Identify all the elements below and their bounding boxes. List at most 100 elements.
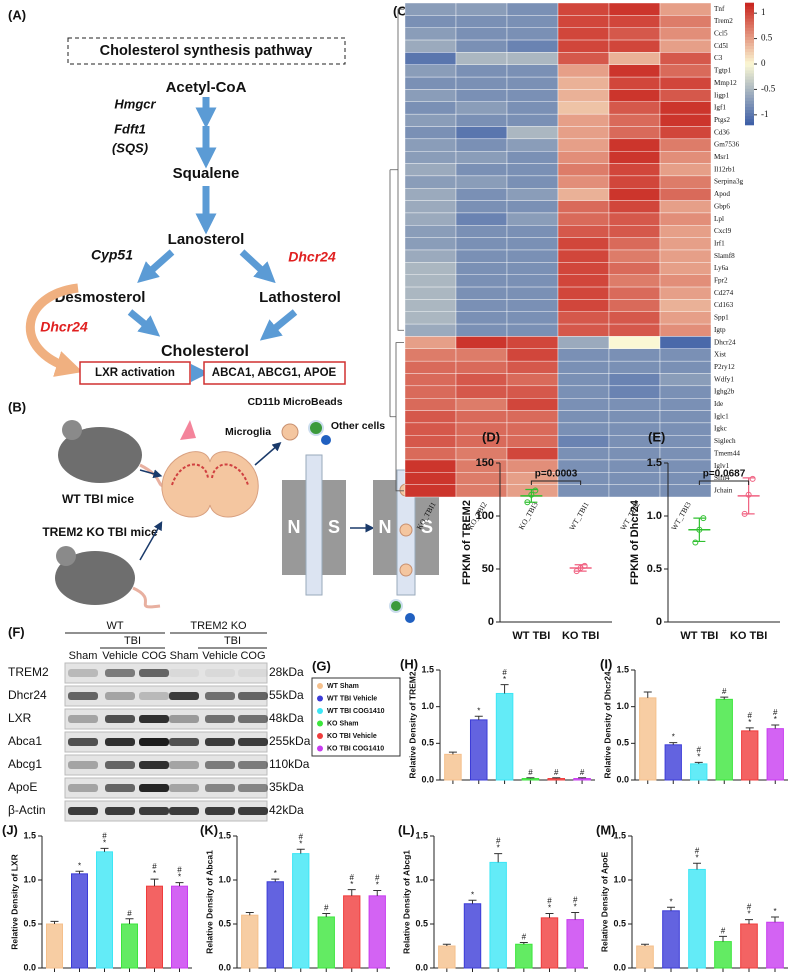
row-label: Mmp12 (714, 79, 737, 87)
colorbar-step (745, 17, 754, 22)
heat-cell (608, 212, 661, 226)
heat-cell (557, 64, 610, 78)
bar (741, 730, 759, 781)
size-label: 110kDa (269, 757, 310, 771)
bar (343, 895, 361, 969)
significance: * (497, 844, 500, 853)
heat-cell (455, 89, 508, 102)
heat-cell (506, 422, 559, 436)
y-tick-label: 0.0 (421, 774, 434, 784)
size-label: 28kDa (269, 665, 304, 679)
heat-cell (557, 274, 610, 288)
band (105, 715, 135, 723)
significance: # (350, 873, 355, 882)
y-tick-label: 1.0 (613, 874, 626, 884)
heat-cell (557, 286, 610, 300)
legend-swatch (317, 708, 323, 714)
band (139, 669, 169, 677)
row-label: Lpl (714, 215, 724, 223)
error-bar (125, 918, 134, 924)
heat-cell (506, 447, 559, 461)
y-tick-label: 150 (476, 457, 494, 469)
heat-cell (608, 89, 661, 102)
group-label: TREM2 KO (190, 620, 247, 632)
heat-cell (659, 200, 712, 214)
band (139, 807, 169, 815)
colorbar-step (745, 78, 754, 83)
cell (321, 435, 331, 445)
significance: # (152, 862, 157, 871)
band (105, 669, 135, 677)
significance: * (695, 853, 698, 862)
significance: # (748, 711, 753, 720)
y-tick-label: 0.5 (415, 918, 428, 928)
heat-cell (608, 484, 661, 498)
heat-cell (404, 188, 457, 201)
significance: # (547, 897, 552, 906)
point (532, 487, 539, 494)
row-label: Cd163 (714, 301, 734, 309)
heat-cell (608, 249, 661, 263)
bar (121, 923, 138, 969)
heat-cell (455, 274, 508, 288)
row-label: Ccl5 (714, 30, 728, 38)
colorbar-step (745, 60, 754, 65)
heat-cell (506, 101, 559, 115)
bracket (698, 480, 750, 485)
heat-cell (455, 398, 508, 411)
heat-cell (608, 398, 661, 411)
colorbar-step (745, 94, 754, 98)
row-label: Jchain (714, 486, 733, 494)
error-bar (641, 943, 649, 946)
panel-label: (A) (8, 7, 26, 22)
heat-cell (404, 200, 457, 214)
enzyme: Cyp51 (91, 247, 133, 263)
heat-cell (506, 212, 559, 226)
panel-label: (M) (596, 822, 616, 837)
heat-cell (608, 126, 661, 140)
row-label: Wdfy1 (714, 375, 734, 383)
significance: # (375, 874, 380, 883)
heat-cell (608, 175, 661, 189)
heat-cell (557, 138, 610, 152)
significance: * (669, 897, 672, 906)
column-label: WT_TBI1 (567, 500, 591, 532)
heat-cell (659, 311, 712, 325)
heat-cell (455, 323, 508, 337)
significance: # (299, 832, 304, 841)
heat-cell (506, 113, 559, 127)
y-tick-label: 1.5 (218, 830, 231, 840)
magnet (322, 480, 346, 575)
bar (566, 919, 584, 969)
heat-cell (404, 472, 457, 485)
heat-cell (557, 237, 610, 251)
legend-swatch (317, 745, 323, 752)
significance: # (177, 866, 182, 875)
heat-cell (608, 274, 661, 288)
bar (766, 921, 784, 969)
colorbar-step (745, 88, 754, 92)
band (169, 761, 199, 769)
y-label: Relative Density of Abcg1 (401, 850, 411, 954)
heat-cell (659, 262, 712, 275)
colorbar-step (745, 8, 754, 13)
arrow (254, 442, 282, 466)
significance: * (503, 675, 506, 684)
colorbar-step (745, 91, 754, 95)
heat-cell (506, 274, 559, 288)
point (741, 510, 748, 517)
heat-cell (404, 27, 457, 41)
dendrogram (389, 8, 404, 492)
heat-cell (506, 150, 559, 164)
bar (766, 728, 784, 781)
panel-a: (A) Cholesterol synthesis pathway Acetyl… (8, 7, 346, 385)
size-label: 35kDa (269, 780, 304, 794)
y-tick-label: 1.0 (616, 701, 629, 711)
y-tick-label: 0.5 (218, 918, 231, 928)
error-bar (771, 724, 780, 729)
band (238, 807, 268, 815)
heat-cell (659, 138, 712, 152)
colorbar-step (745, 36, 754, 40)
significance: # (580, 768, 585, 777)
heat-cell (404, 39, 457, 53)
